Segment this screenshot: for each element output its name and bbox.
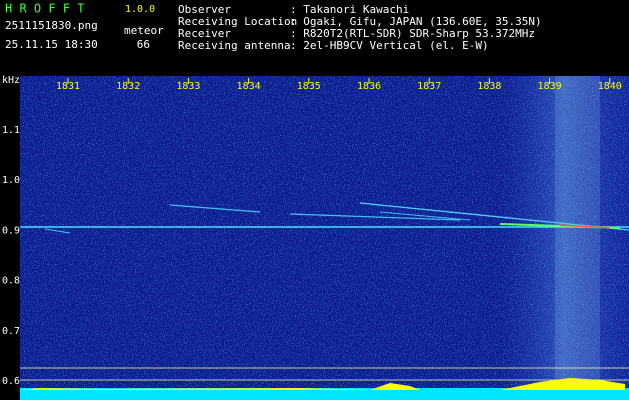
noise-band: [500, 76, 629, 400]
info-label: Receiver: [178, 27, 231, 40]
x-tick-label: 1833: [176, 81, 200, 92]
info-value: : 2el-HB9CV Vertical (el. E-W): [290, 39, 489, 52]
x-tick-label: 1837: [417, 81, 441, 92]
y-tick-label: 0.8: [2, 276, 20, 287]
y-tick-label: 0.6: [2, 376, 20, 387]
y-tick-label: 0.7: [2, 326, 20, 337]
x-tick-label: 1836: [357, 81, 381, 92]
info-value: : R820T2(RTL-SDR) SDR-Sharp 53.372MHz: [290, 27, 535, 40]
x-tick-label: 1832: [116, 81, 140, 92]
version: 1.0.0: [125, 4, 155, 15]
info-label: Receiving antenna: [178, 39, 291, 52]
x-tick-label: 1838: [477, 81, 501, 92]
level-bar: [20, 388, 629, 400]
info-label: Receiving Location: [178, 15, 297, 28]
x-tick-label: 1839: [538, 81, 562, 92]
mode: meteor: [124, 24, 164, 37]
y-tick-label: 0.9: [2, 225, 20, 236]
y-tick-label: 1.1: [2, 125, 20, 136]
x-tick-label: 1834: [237, 81, 261, 92]
y-unit: kHz: [2, 75, 20, 86]
datetime: 25.11.15 18:30: [5, 38, 98, 51]
y-tick-label: 1.0: [2, 175, 20, 186]
x-tick-label: 1831: [56, 81, 80, 92]
info-value: : Ogaki, Gifu, JAPAN (136.60E, 35.35N): [290, 15, 542, 28]
app-name: H R O F F T: [5, 2, 84, 16]
x-tick-label: 1840: [598, 81, 622, 92]
count: 66: [137, 38, 150, 51]
level-peaks: [20, 378, 625, 390]
info-label: Observer: [178, 3, 231, 16]
meteor-echoes: [20, 202, 629, 381]
filename: 2511151830.png: [5, 19, 98, 32]
x-tick-label: 1835: [297, 81, 321, 92]
noise-band: [555, 76, 600, 400]
info-value: : Takanori Kawachi: [290, 3, 409, 16]
